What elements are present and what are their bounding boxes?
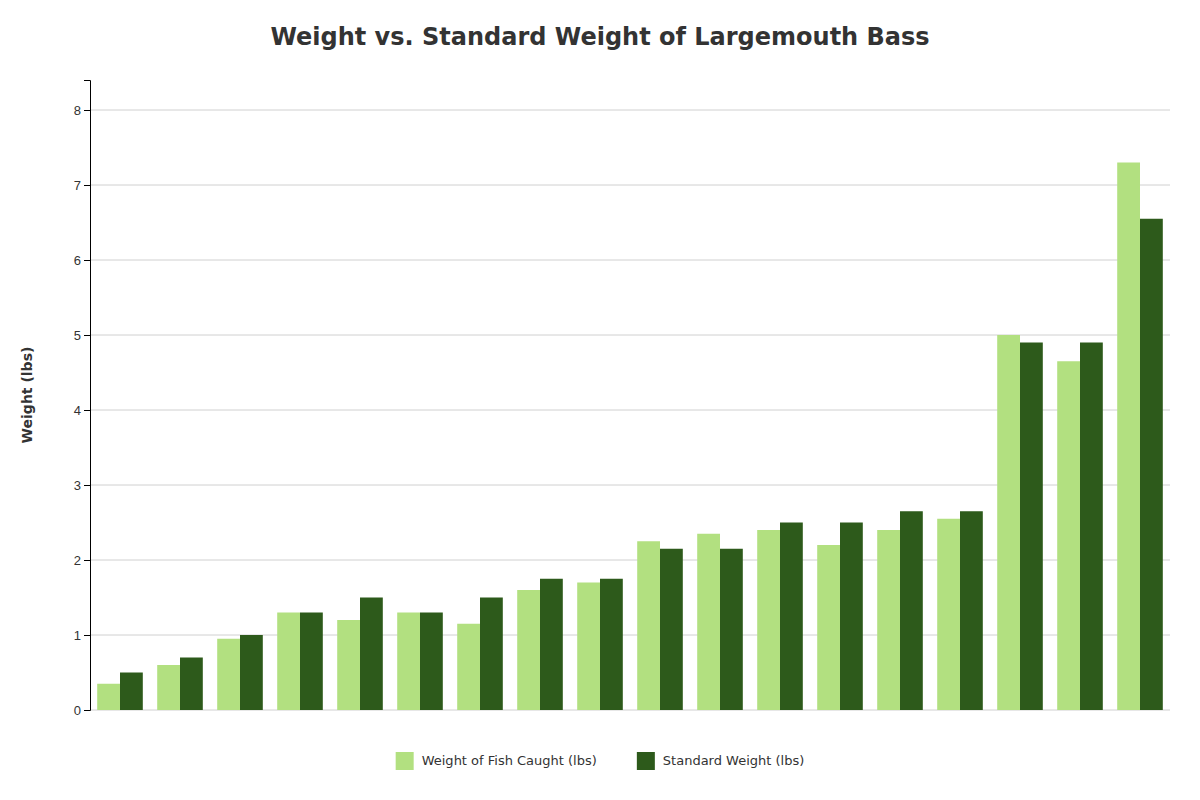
- bar: [697, 534, 720, 710]
- y-tick-mark: [84, 110, 90, 111]
- bar: [277, 613, 300, 711]
- y-tick: 8: [74, 103, 90, 118]
- bar: [720, 549, 743, 710]
- grid-line: [90, 110, 1170, 111]
- bar: [637, 541, 660, 710]
- bar: [457, 624, 480, 710]
- y-tick-mark: [84, 335, 90, 336]
- bar: [960, 511, 983, 710]
- y-tick-label: 1: [74, 628, 81, 643]
- series: [97, 163, 1140, 711]
- bar: [1080, 343, 1103, 711]
- y-tick-mark: [84, 635, 90, 636]
- y-tick-label: 0: [74, 703, 81, 718]
- bar: [997, 335, 1020, 710]
- bar: [1057, 361, 1080, 710]
- bar: [817, 545, 840, 710]
- grid: [90, 110, 1170, 710]
- bar: [180, 658, 203, 711]
- y-axis: 0 1 2 3 4 5 6 7 8: [74, 81, 91, 718]
- y-tick-label: 6: [74, 253, 81, 268]
- y-tick-mark: [84, 560, 90, 561]
- legend-label: Standard Weight (lbs): [663, 753, 804, 768]
- bar: [240, 635, 263, 710]
- bars: [97, 163, 1163, 711]
- bar: [757, 530, 780, 710]
- y-tick-label: 4: [74, 403, 81, 418]
- bar: [600, 579, 623, 710]
- bar: [157, 665, 180, 710]
- y-tick-mark: [84, 185, 90, 186]
- bar: [900, 511, 923, 710]
- bar: [217, 639, 240, 710]
- bar: [1140, 219, 1163, 710]
- y-tick-label: 3: [74, 478, 81, 493]
- y-tick-mark: [84, 260, 90, 261]
- y-axis-title: Weight (lbs): [19, 347, 35, 444]
- bar: [660, 549, 683, 710]
- y-tick: 1: [74, 628, 90, 643]
- y-tick: 7: [74, 178, 90, 193]
- legend-swatch: [637, 752, 655, 770]
- grid-line: [90, 185, 1170, 186]
- bar: [420, 613, 443, 711]
- legend-label: Weight of Fish Caught (lbs): [422, 753, 597, 768]
- series: [120, 219, 1163, 710]
- y-tick-mark: [84, 710, 90, 711]
- bar: [1020, 343, 1043, 711]
- y-tick-mark: [84, 410, 90, 411]
- bar: [780, 523, 803, 711]
- y-tick-mark: [84, 485, 90, 486]
- bar: [877, 530, 900, 710]
- legend-item: Weight of Fish Caught (lbs): [396, 752, 597, 770]
- bar: [337, 620, 360, 710]
- y-tick: 4: [74, 403, 90, 418]
- y-tick-label: 2: [74, 553, 81, 568]
- bar: [360, 598, 383, 711]
- title: Weight vs. Standard Weight of Largemouth…: [270, 23, 929, 51]
- chart: 0 1 2 3 4 5 6 7 8 Weight vs. Standard Weight of L…: [0, 0, 1200, 800]
- plot: 0 1 2 3 4 5 6 7 8: [74, 81, 1170, 718]
- bar: [120, 673, 143, 711]
- bar: [1117, 163, 1140, 711]
- y-tick: 2: [74, 553, 90, 568]
- legend-swatch: [396, 752, 414, 770]
- bar: [300, 613, 323, 711]
- y-tick-label: 7: [74, 178, 81, 193]
- legend-item: Standard Weight (lbs): [637, 752, 804, 770]
- y-tick-label: 8: [74, 103, 81, 118]
- bar: [97, 684, 120, 710]
- y-tick: 0: [74, 703, 90, 718]
- legend: Weight of Fish Caught (lbs) Standard Weig…: [396, 752, 805, 770]
- y-tick: 6: [74, 253, 90, 268]
- bar: [937, 519, 960, 710]
- bar: [840, 523, 863, 711]
- bar: [517, 590, 540, 710]
- bar: [480, 598, 503, 711]
- grid-line: [90, 260, 1170, 261]
- bar: [397, 613, 420, 711]
- y-axis-line: [84, 81, 91, 711]
- bar: [577, 583, 600, 711]
- y-tick: 3: [74, 478, 90, 493]
- y-tick-label: 5: [74, 328, 81, 343]
- bar: [540, 579, 563, 710]
- y-tick: 5: [74, 328, 90, 343]
